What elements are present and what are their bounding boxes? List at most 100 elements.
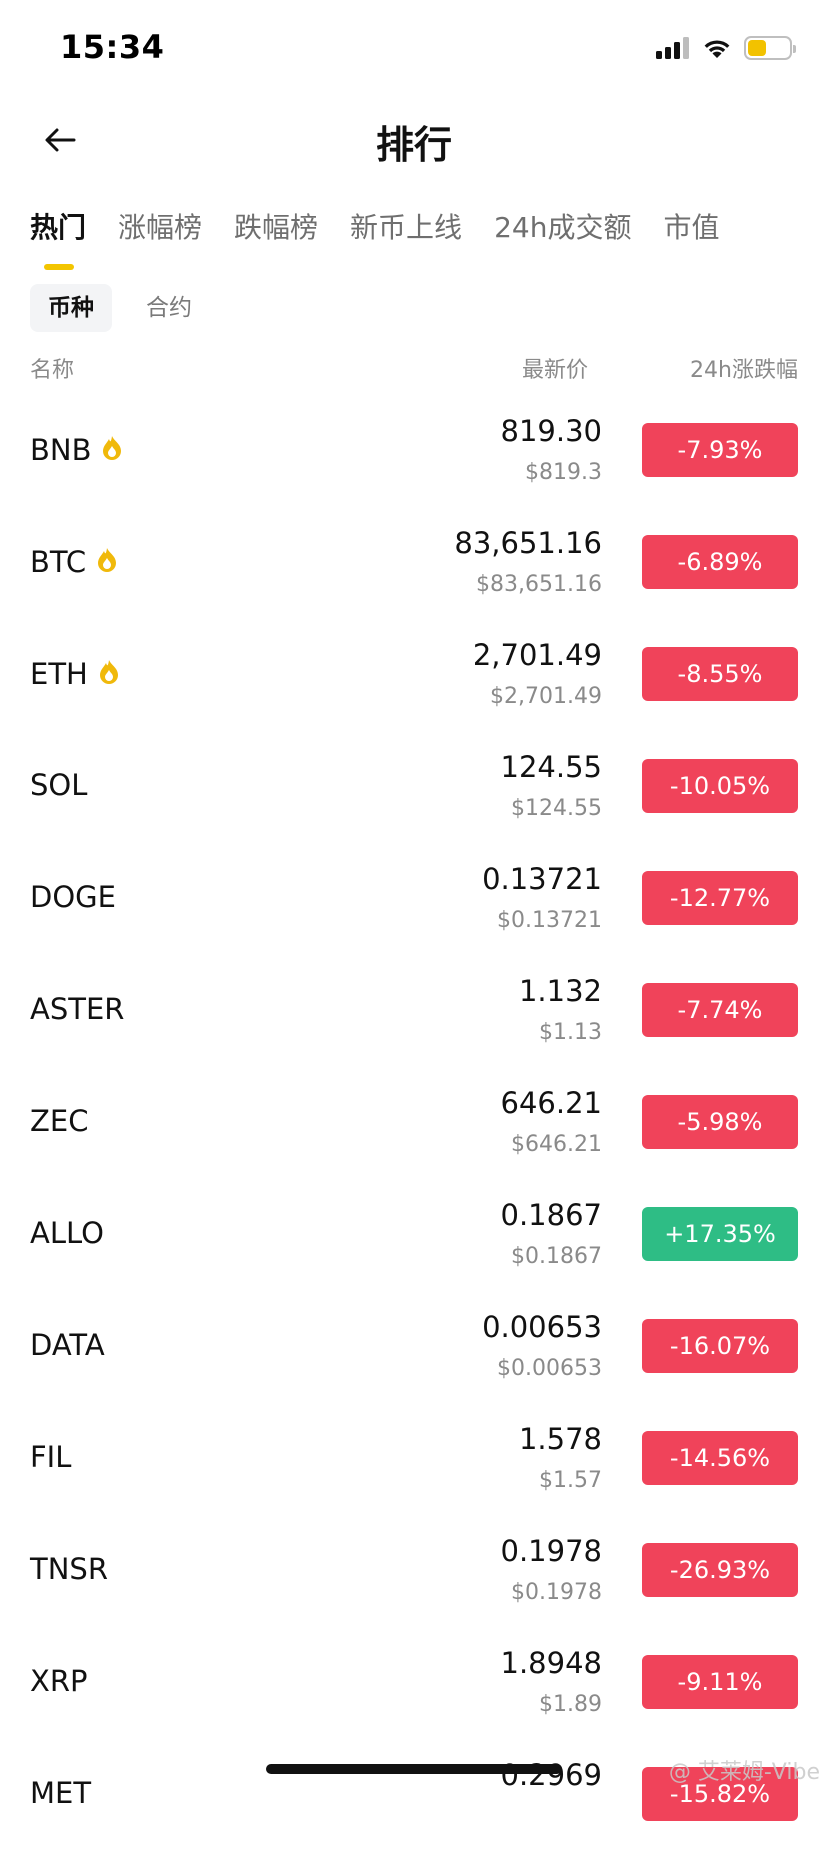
- tab-label: 市值: [663, 211, 720, 244]
- coin-usd-price: $0.1978: [511, 1580, 602, 1605]
- coin-symbol: BNB: [30, 432, 123, 468]
- flame-icon: [98, 658, 120, 692]
- change-badge[interactable]: -6.89%: [642, 535, 798, 589]
- coin-symbol-text: MET: [30, 1776, 92, 1810]
- coin-row[interactable]: DOGE 0.13721 $0.13721 -12.77%: [0, 848, 828, 960]
- coin-usd-price: $1.13: [539, 1020, 602, 1045]
- arrow-left-icon: [45, 128, 76, 152]
- ranking-list: BNB 819.30 $819.3 -7.93% BTC 83,651.16 $83,651…: [0, 400, 828, 1856]
- header: 排行: [0, 100, 828, 180]
- change-badge[interactable]: -16.07%: [642, 1319, 798, 1373]
- change-badge[interactable]: -8.55%: [642, 647, 798, 701]
- change-badge[interactable]: -7.74%: [642, 983, 798, 1037]
- coin-symbol-text: TNSR: [30, 1552, 108, 1586]
- battery-icon: [744, 36, 796, 60]
- coin-price: 1.578: [518, 1422, 602, 1456]
- change-badge[interactable]: -9.11%: [642, 1655, 798, 1709]
- subtab-item[interactable]: 合约: [146, 295, 192, 321]
- tab-item[interactable]: 跌幅榜: [234, 206, 318, 270]
- tab-label: 新币上线: [350, 211, 463, 244]
- column-header-price[interactable]: 最新价: [521, 358, 588, 383]
- category-tabs: 热门 涨幅榜 跌幅榜 新币上线 24h成交额 市值: [30, 206, 751, 270]
- coin-symbol: ETH: [30, 656, 120, 692]
- coin-usd-price: $646.21: [511, 1132, 602, 1157]
- coin-symbol-text: BTC: [30, 545, 87, 579]
- coin-symbol: ASTER: [30, 992, 124, 1026]
- coin-price: 83,651.16: [454, 526, 602, 560]
- coin-price: 2,701.49: [472, 638, 602, 672]
- tab-item[interactable]: 涨幅榜: [118, 206, 202, 270]
- change-badge[interactable]: -12.77%: [642, 871, 798, 925]
- change-badge[interactable]: -14.56%: [642, 1431, 798, 1485]
- coin-symbol-text: XRP: [30, 1664, 88, 1698]
- coin-price: 0.1978: [500, 1534, 602, 1568]
- coin-symbol: TNSR: [30, 1552, 108, 1586]
- tab-label: 涨幅榜: [118, 211, 203, 244]
- coin-usd-price: $1.57: [539, 1468, 602, 1493]
- coin-price: 819.30: [500, 414, 602, 448]
- flame-icon: [101, 434, 123, 468]
- active-tab-indicator: [44, 264, 74, 270]
- coin-row[interactable]: DATA 0.00653 $0.00653 -16.07%: [0, 1296, 828, 1408]
- change-badge[interactable]: -5.98%: [642, 1095, 798, 1149]
- wifi-icon: [704, 40, 730, 58]
- coin-usd-price: $1.89: [539, 1692, 602, 1717]
- coin-row[interactable]: BTC 83,651.16 $83,651.16 -6.89%: [0, 512, 828, 624]
- coin-symbol: ZEC: [30, 1104, 88, 1138]
- column-headers: 名称 最新价 24h涨跌幅: [30, 352, 798, 383]
- flame-icon: [96, 546, 118, 580]
- coin-usd-price: $0.13721: [497, 908, 602, 933]
- coin-symbol: MET: [30, 1776, 91, 1810]
- watermark: @ 艾莱姆-Vibe: [669, 1754, 820, 1786]
- coin-symbol-text: ZEC: [30, 1104, 89, 1138]
- coin-symbol-text: ASTER: [30, 992, 125, 1026]
- tab-item[interactable]: 市值: [663, 206, 719, 270]
- tab-item[interactable]: 热门: [30, 206, 86, 270]
- coin-symbol: DOGE: [30, 880, 116, 914]
- coin-symbol: BTC: [30, 544, 118, 580]
- home-indicator[interactable]: [266, 1764, 562, 1774]
- coin-row[interactable]: XRP 1.8948 $1.89 -9.11%: [0, 1632, 828, 1744]
- tab-label: 24h成交额: [494, 211, 632, 244]
- coin-price: 646.21: [500, 1086, 602, 1120]
- coin-symbol-text: DOGE: [30, 880, 116, 914]
- coin-price: 0.00653: [482, 1310, 602, 1344]
- coin-row[interactable]: ZEC 646.21 $646.21 -5.98%: [0, 1072, 828, 1184]
- coin-price: 124.55: [500, 750, 602, 784]
- change-badge[interactable]: -26.93%: [642, 1543, 798, 1597]
- coin-row[interactable]: FIL 1.578 $1.57 -14.56%: [0, 1408, 828, 1520]
- column-header-change[interactable]: 24h涨跌幅: [690, 358, 798, 383]
- coin-price: 0.13721: [482, 862, 602, 896]
- coin-row[interactable]: TNSR 0.1978 $0.1978 -26.93%: [0, 1520, 828, 1632]
- back-button[interactable]: [36, 118, 84, 162]
- coin-usd-price: $0.1867: [511, 1244, 602, 1269]
- coin-symbol-text: BNB: [30, 433, 92, 467]
- coin-row[interactable]: SOL 124.55 $124.55 -10.05%: [0, 736, 828, 848]
- coin-row[interactable]: ALLO 0.1867 $0.1867 +17.35%: [0, 1184, 828, 1296]
- change-badge[interactable]: -10.05%: [642, 759, 798, 813]
- status-time: 15:34: [60, 28, 165, 66]
- coin-symbol: DATA: [30, 1328, 105, 1362]
- tab-item[interactable]: 新币上线: [350, 206, 462, 270]
- subtab-item[interactable]: 币种: [30, 284, 112, 332]
- coin-symbol: SOL: [30, 768, 87, 802]
- coin-row[interactable]: ASTER 1.132 $1.13 -7.74%: [0, 960, 828, 1072]
- coin-price: 1.132: [518, 974, 602, 1008]
- change-badge[interactable]: -7.93%: [642, 423, 798, 477]
- page-title: 排行: [375, 123, 452, 167]
- watermark-text: @ 艾莱姆-Vibe: [668, 1760, 820, 1785]
- tab-item[interactable]: 24h成交额: [494, 206, 631, 270]
- market-type-tabs: 币种 合约: [30, 284, 210, 332]
- coin-symbol-text: ETH: [30, 657, 88, 691]
- coin-row[interactable]: BNB 819.30 $819.3 -7.93%: [0, 400, 828, 512]
- coin-usd-price: $83,651.16: [476, 572, 602, 597]
- cellular-signal-icon: [656, 37, 689, 59]
- coin-usd-price: $2,701.49: [490, 684, 602, 709]
- coin-row[interactable]: ETH 2,701.49 $2,701.49 -8.55%: [0, 624, 828, 736]
- coin-price: 1.8948: [500, 1646, 602, 1680]
- status-icons: [656, 36, 796, 60]
- change-badge[interactable]: +17.35%: [642, 1207, 798, 1261]
- coin-symbol: ALLO: [30, 1216, 104, 1250]
- coin-symbol-text: SOL: [30, 768, 88, 802]
- column-header-name[interactable]: 名称: [30, 358, 75, 383]
